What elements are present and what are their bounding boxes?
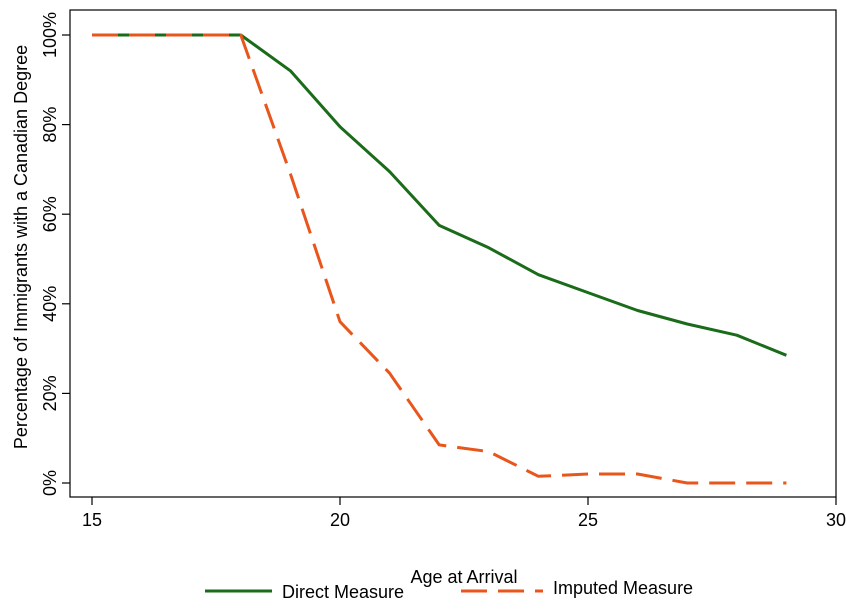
y-tick-label: 40%	[40, 286, 60, 322]
plot-area-frame	[70, 10, 836, 497]
legend-label: Direct Measure	[282, 582, 404, 602]
y-tick-label: 0%	[40, 470, 60, 496]
series-line-imputed-measure	[92, 35, 786, 483]
x-axis-title: Age at Arrival	[410, 567, 517, 587]
x-tick-label: 25	[578, 510, 598, 530]
x-tick-label: 20	[330, 510, 350, 530]
y-axis-title: Percentage of Immigrants with a Canadian…	[11, 45, 31, 449]
y-tick-label: 60%	[40, 196, 60, 232]
series-line-direct-measure	[92, 35, 786, 355]
x-tick-label: 15	[82, 510, 102, 530]
y-tick-label: 20%	[40, 375, 60, 411]
y-tick-label: 100%	[40, 12, 60, 58]
y-tick-label: 80%	[40, 107, 60, 143]
x-tick-label: 30	[826, 510, 846, 530]
legend-label: Imputed Measure	[553, 578, 693, 598]
